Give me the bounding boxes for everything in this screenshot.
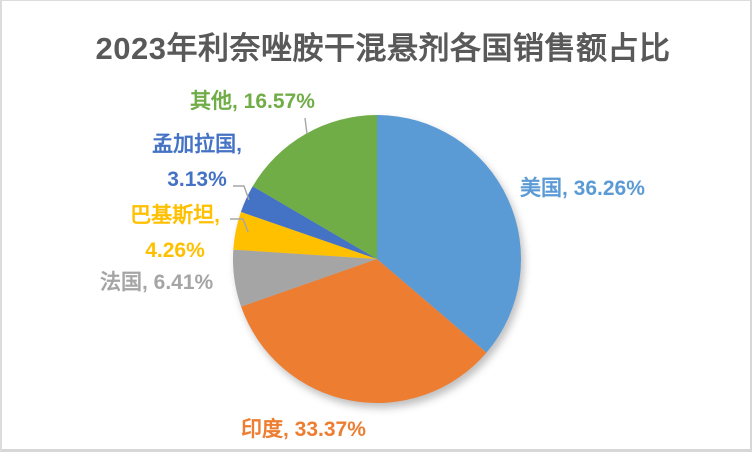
pie-slice-bangladesh <box>240 186 377 259</box>
pie-slice-pakistan <box>233 211 377 259</box>
slice-label-pakistan: 巴基斯坦, 4.26% <box>118 198 232 268</box>
slice-label-pakistan-value: 4.26% <box>145 239 205 262</box>
pie-slice-india <box>241 259 487 404</box>
slice-label-others: 其他, 16.57% <box>190 90 315 113</box>
slice-label-france: 法国, 6.41% <box>100 271 214 294</box>
leader-line-pakistan <box>230 218 249 233</box>
slice-label-bangladesh-value: 3.13% <box>167 168 227 191</box>
slice-label-pakistan-name: 巴基斯坦, <box>130 204 220 227</box>
leader-line-others <box>304 117 308 135</box>
slice-label-usa: 美国, 36.26% <box>520 177 645 200</box>
pie-slice-france <box>233 249 377 307</box>
slice-label-bangladesh: 孟加拉国, 3.13% <box>140 127 254 197</box>
pie-slice-others <box>252 115 377 259</box>
leader-lines <box>230 117 308 233</box>
pie-slices <box>233 115 522 404</box>
leader-line-bangladesh <box>233 185 250 201</box>
slice-label-india: 印度, 33.37% <box>241 418 366 441</box>
slice-label-bangladesh-name: 孟加拉国, <box>152 133 242 156</box>
chart-title: 2023年利奈唑胺干混悬剂各国销售额占比 <box>95 31 671 66</box>
pie-slice-usa <box>377 115 522 353</box>
